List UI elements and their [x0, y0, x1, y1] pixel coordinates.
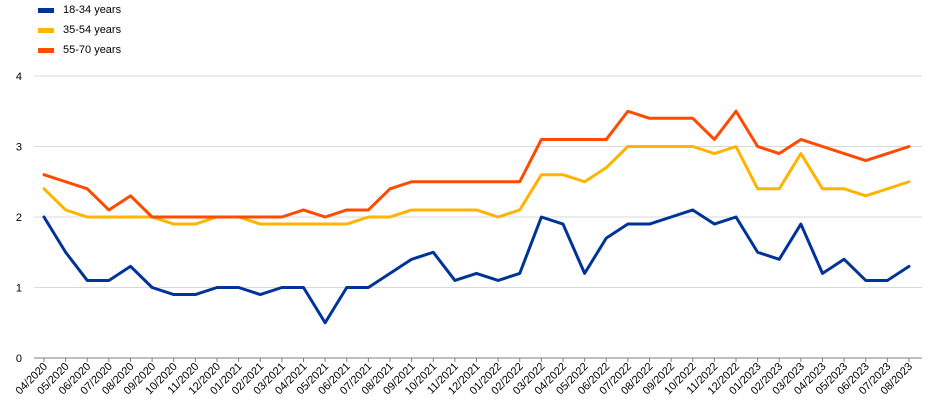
- legend-label-55-70: 55-70 years: [63, 44, 122, 56]
- legend-swatch-35-54: [38, 27, 54, 33]
- legend-swatch-18-34: [38, 7, 54, 13]
- y-tick-label-4: 4: [16, 71, 22, 83]
- legend-item-18-34: 18-34 years: [38, 0, 121, 20]
- legend-label-18-34: 18-34 years: [63, 4, 122, 16]
- legend: 18-34 years 35-54 years 55-70 years: [38, 0, 121, 60]
- legend-item-35-54: 35-54 years: [38, 20, 121, 40]
- y-tick-label-2: 2: [16, 212, 22, 224]
- series-line-0: [42, 208, 911, 325]
- y-tick-label-1: 1: [16, 283, 22, 295]
- y-tick-label-3: 3: [16, 142, 22, 154]
- legend-swatch-55-70: [38, 47, 54, 53]
- legend-item-55-70: 55-70 years: [38, 40, 121, 60]
- series-line-1: [42, 145, 911, 226]
- series-line-2: [42, 109, 911, 219]
- legend-label-35-54: 35-54 years: [63, 24, 122, 36]
- y-tick-label-0: 0: [16, 353, 22, 365]
